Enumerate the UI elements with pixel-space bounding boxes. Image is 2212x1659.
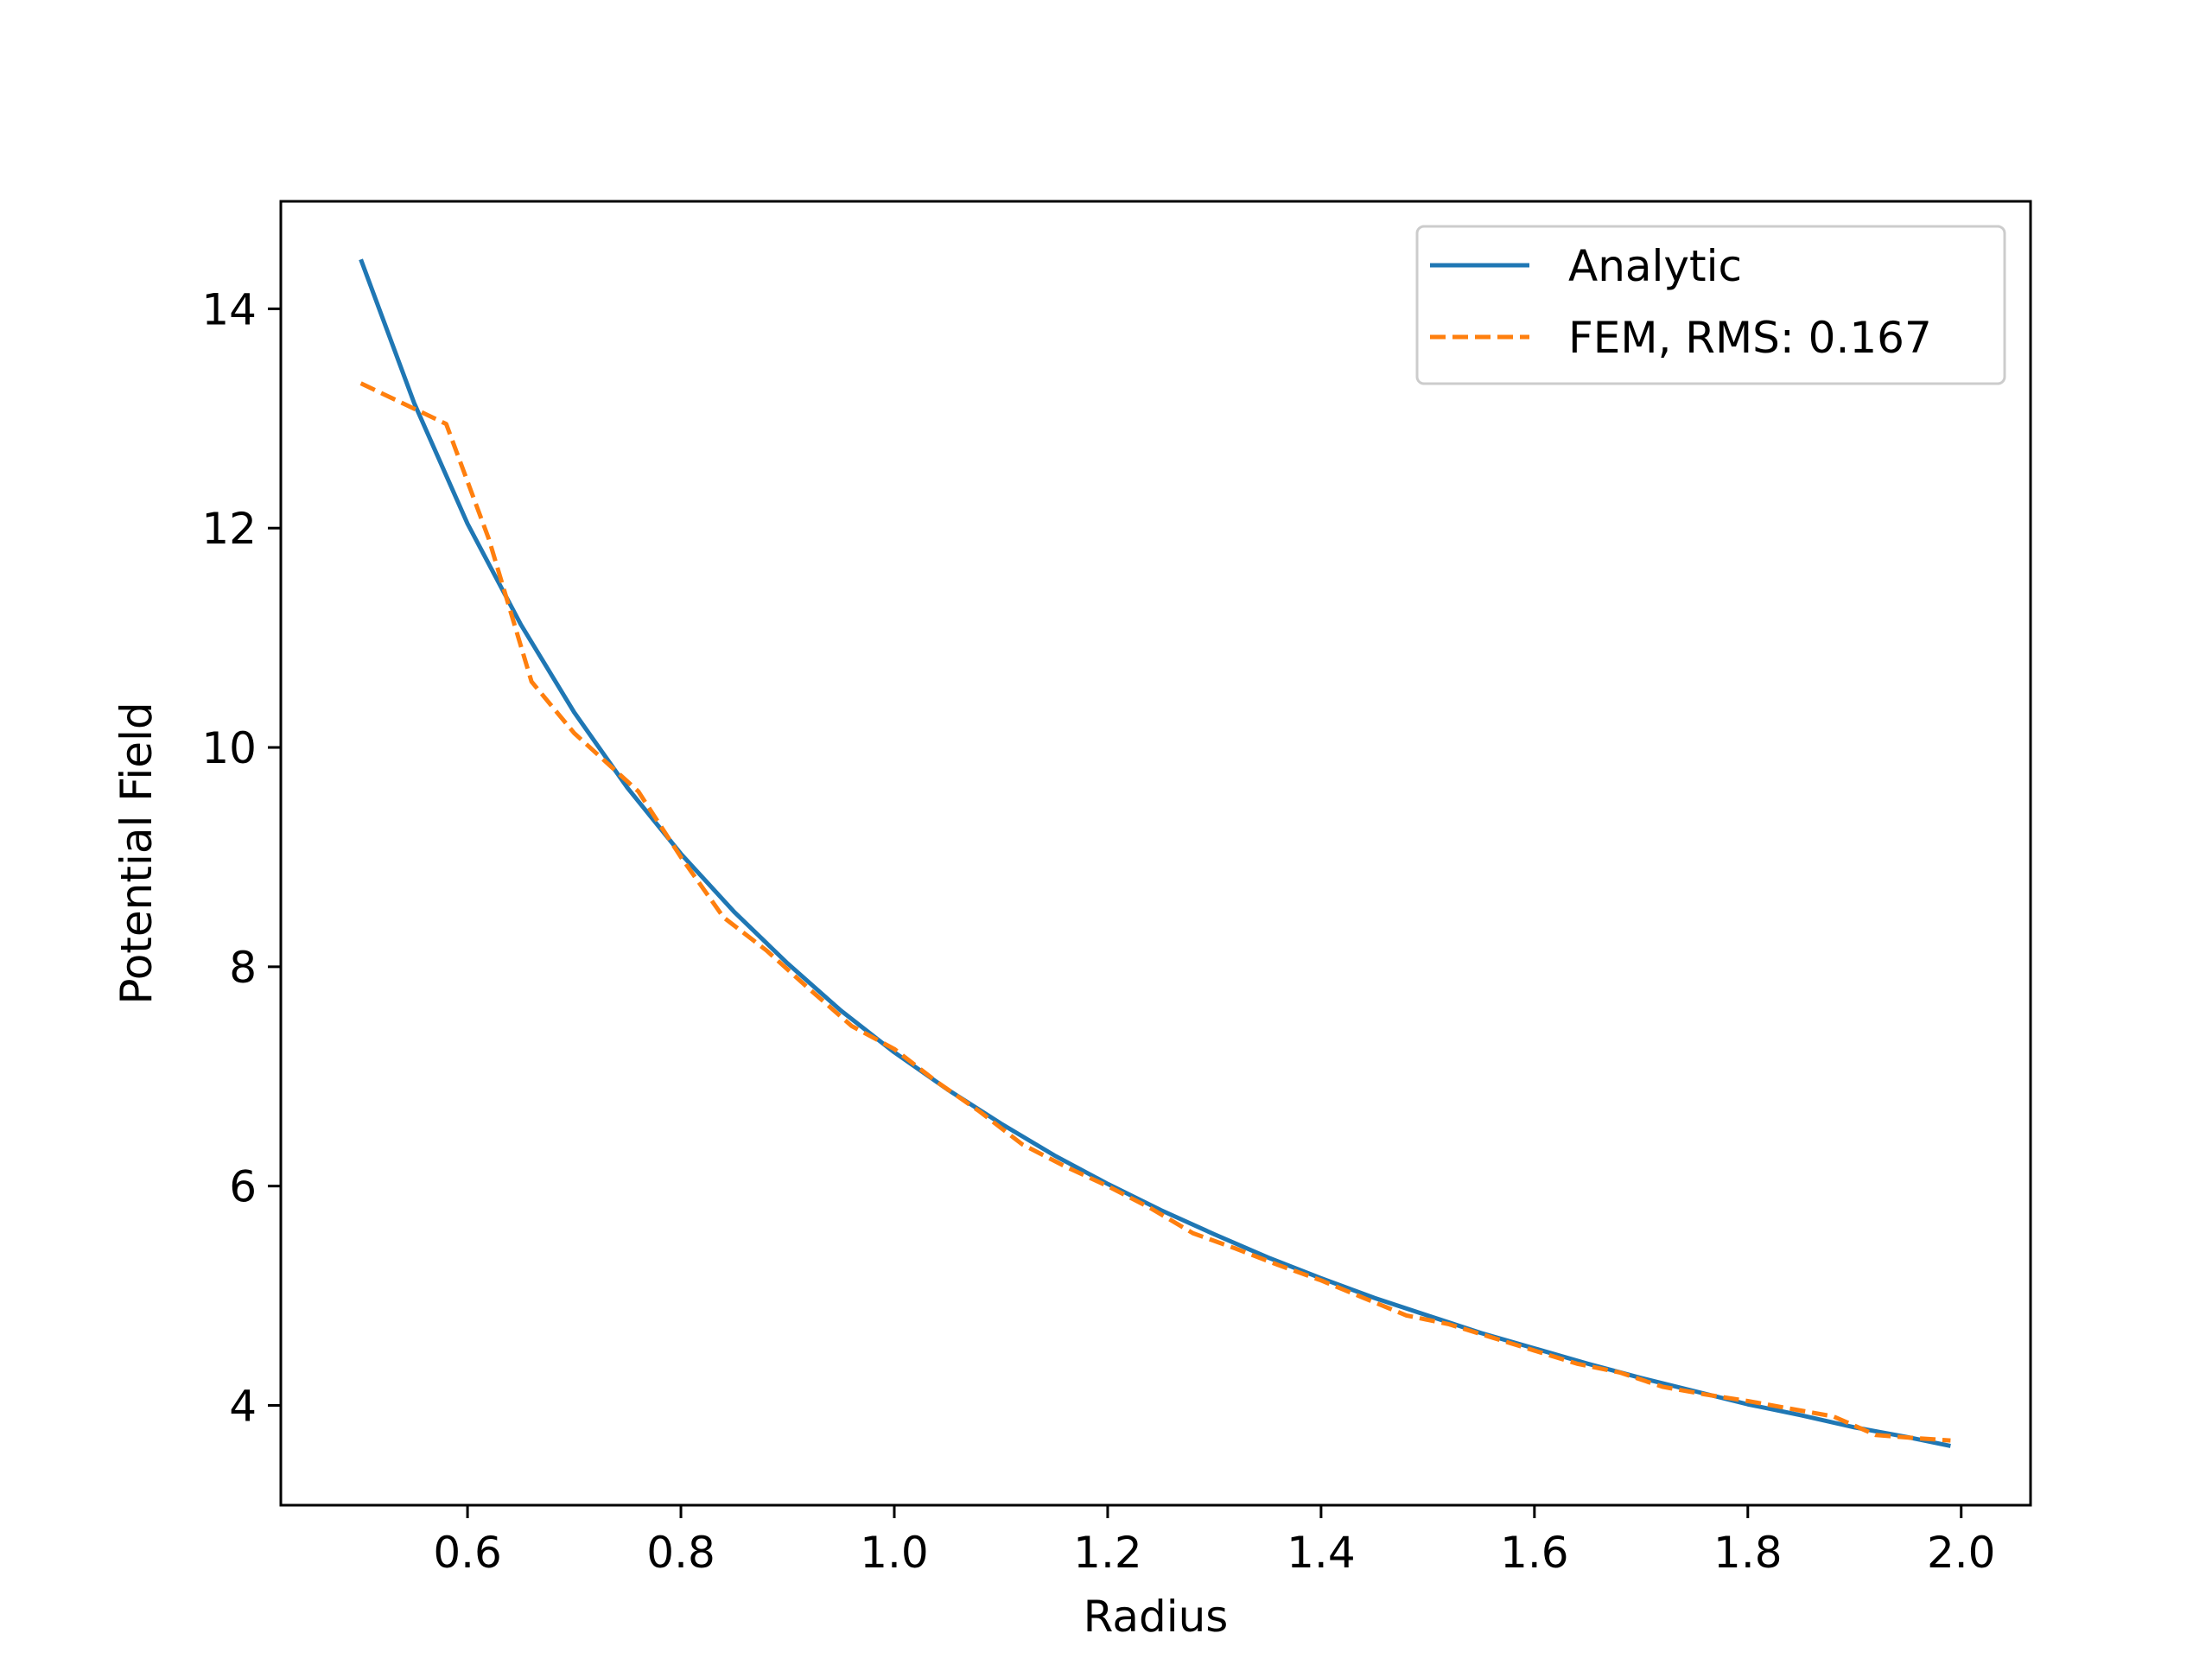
x-tick-label: 2.0 [1927, 1528, 1996, 1578]
legend-label-fem: FEM, RMS: 0.167 [1568, 313, 1932, 363]
y-axis-label: Potential Field [111, 702, 162, 1004]
plot-frame [279, 200, 2032, 1507]
legend-box [1415, 225, 2006, 385]
x-axis-ticks: 0.6 0.8 1.0 1.2 1.4 1.6 1.8 2.0 [433, 1505, 1996, 1578]
y-tick-label: 10 [201, 723, 257, 773]
x-tick-label: 1.6 [1500, 1528, 1569, 1578]
x-tick-label: 1.2 [1073, 1528, 1142, 1578]
y-tick-label: 12 [201, 504, 257, 554]
x-tick-label: 0.8 [646, 1528, 715, 1578]
legend-label-analytic: Analytic [1568, 241, 1742, 291]
series-line-fem [359, 381, 1951, 1443]
y-tick-label: 4 [229, 1382, 257, 1432]
series-layer [359, 258, 1951, 1448]
y-tick-label: 8 [229, 943, 257, 993]
x-tick-label: 1.4 [1287, 1528, 1356, 1578]
x-axis-label: Radius [1084, 1592, 1229, 1642]
y-axis-ticks: 4 6 8 10 12 14 [201, 284, 281, 1432]
series-line-analytic [359, 258, 1951, 1448]
x-tick-label: 1.8 [1713, 1528, 1783, 1578]
y-tick-label: 6 [229, 1162, 257, 1212]
legend: Analytic FEM, RMS: 0.167 [1415, 225, 2006, 385]
y-tick-label: 14 [201, 284, 257, 334]
x-tick-label: 0.6 [433, 1528, 502, 1578]
x-tick-label: 1.0 [860, 1528, 929, 1578]
